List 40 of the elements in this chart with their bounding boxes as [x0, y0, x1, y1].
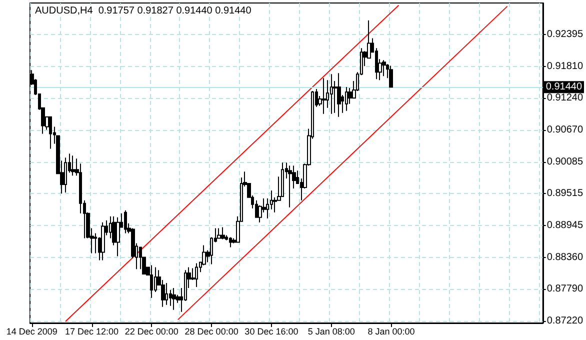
candlestick	[221, 226, 225, 240]
candlestick	[150, 264, 153, 298]
x-tick-label: 5 Jan 08:00	[308, 326, 355, 336]
candlestick	[49, 116, 52, 150]
candlestick	[64, 157, 67, 193]
x-tick-label: 8 Jan 00:00	[368, 326, 415, 336]
candlestick	[288, 165, 292, 208]
y-tick-label: 0.90670	[546, 124, 584, 136]
x-tick-label: 22 Dec 00:00	[124, 326, 178, 336]
candlestick	[195, 262, 198, 288]
candlestick	[322, 78, 326, 114]
candlestick	[71, 155, 75, 176]
candlestick	[281, 162, 284, 197]
candlestick	[345, 86, 348, 112]
y-tick-label: 0.87220	[546, 315, 584, 326]
y-tick-label: 0.91810	[546, 61, 584, 72]
candlestick	[337, 72, 341, 118]
candlestick	[165, 282, 168, 306]
y-tick-label: 0.90085	[546, 156, 584, 168]
candlestick	[217, 228, 221, 239]
chart-title: AUDUSD,H4 0.91757 0.91827 0.91440 0.91440	[35, 6, 252, 16]
candlestick	[330, 74, 333, 114]
y-tick-label: 0.92395	[546, 28, 584, 40]
candlestick	[101, 222, 105, 261]
candlestick	[124, 210, 127, 234]
x-tick-label: 14 Dec 2009	[6, 326, 58, 336]
x-tick-label: 28 Dec 00:00	[184, 326, 238, 336]
y-tick-label: 0.87790	[546, 284, 584, 295]
candlestick	[229, 236, 232, 248]
y-tick-label: 0.88945	[546, 220, 584, 231]
candlestick	[116, 216, 120, 257]
ref-line-label: 0.91440	[546, 82, 582, 93]
candlestick	[172, 288, 176, 310]
candlestick	[382, 60, 386, 77]
y-tick-label: 0.88360	[546, 252, 584, 264]
x-tick-label: 17 Dec 12:00	[64, 326, 119, 336]
y-tick-label: 0.89515	[546, 188, 584, 200]
x-tick-label: 30 Dec 16:00	[244, 326, 298, 336]
y-tick-label: 0.91240	[546, 92, 584, 104]
candlestick	[389, 65, 393, 88]
